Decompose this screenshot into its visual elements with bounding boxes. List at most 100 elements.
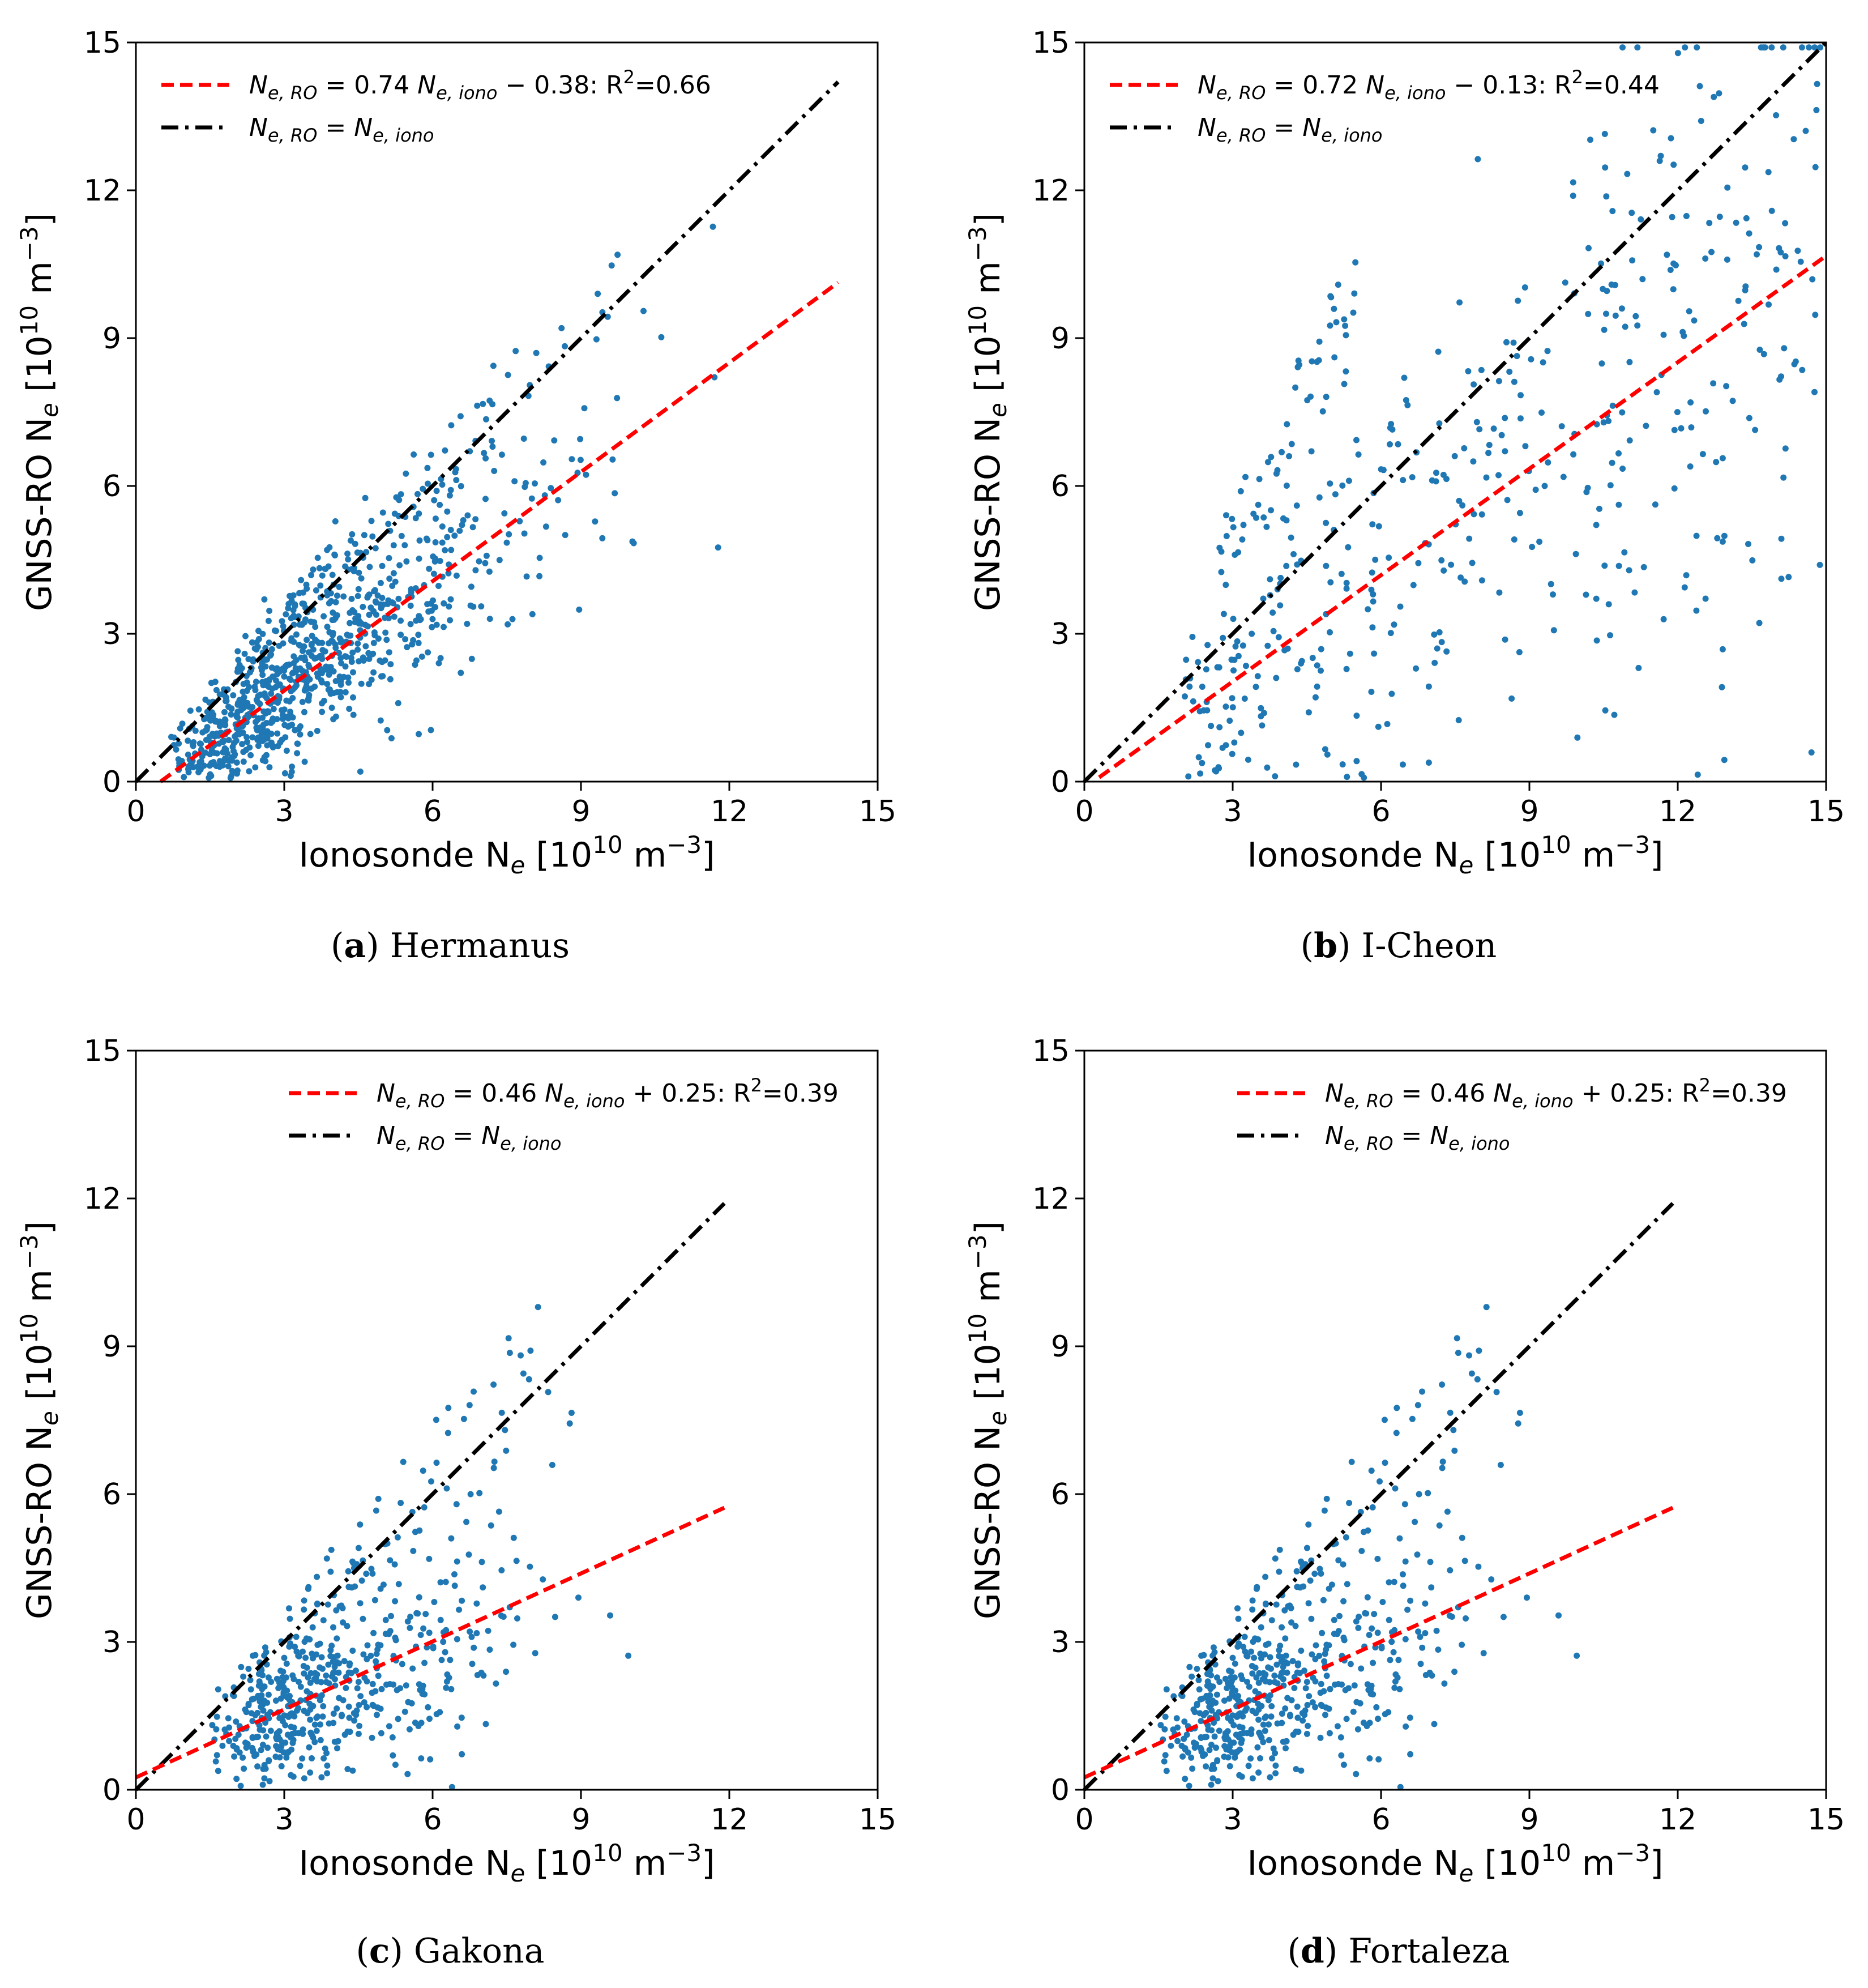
data-point xyxy=(1387,441,1393,447)
data-point xyxy=(1498,432,1505,438)
data-point xyxy=(273,1743,280,1750)
data-point xyxy=(287,722,293,729)
data-point xyxy=(1323,1646,1330,1653)
data-point xyxy=(1391,621,1397,628)
data-point xyxy=(1351,290,1358,297)
x-axis-label: Ionosonde Ne [1010 m−3] xyxy=(1247,831,1663,879)
data-point xyxy=(225,757,232,763)
data-point xyxy=(312,624,319,630)
data-point xyxy=(1711,93,1717,100)
data-point xyxy=(264,1744,271,1751)
data-point xyxy=(1309,1699,1316,1706)
data-point xyxy=(469,1661,476,1667)
data-point xyxy=(1407,1714,1413,1721)
data-point xyxy=(1503,339,1510,345)
data-point xyxy=(230,692,237,699)
data-point xyxy=(349,1767,356,1774)
data-point xyxy=(1240,1730,1247,1737)
data-point xyxy=(404,644,411,651)
x-tick-label: 0 xyxy=(1075,1803,1093,1837)
data-point xyxy=(324,624,331,630)
data-point xyxy=(1812,164,1819,170)
data-point xyxy=(472,516,479,523)
data-point xyxy=(250,658,257,665)
data-point xyxy=(1197,770,1204,777)
data-point xyxy=(1754,251,1760,258)
data-point xyxy=(520,436,527,442)
data-point xyxy=(1358,1547,1365,1554)
data-point xyxy=(223,746,229,753)
data-point xyxy=(1223,533,1230,539)
data-point xyxy=(1370,1691,1377,1697)
data-point xyxy=(385,521,392,527)
data-point xyxy=(1448,561,1455,568)
data-point xyxy=(1301,1667,1307,1674)
data-point xyxy=(1259,722,1266,729)
data-point xyxy=(1267,1774,1273,1781)
data-point xyxy=(1640,564,1647,570)
data-point xyxy=(1660,616,1667,622)
data-point xyxy=(711,374,718,381)
data-point xyxy=(1414,1402,1421,1409)
data-point xyxy=(1195,754,1202,761)
data-point xyxy=(451,1571,458,1578)
data-point xyxy=(349,1648,356,1654)
data-point xyxy=(1768,207,1775,214)
data-point xyxy=(1253,684,1259,690)
data-point xyxy=(1174,1738,1181,1744)
data-point xyxy=(287,1640,294,1647)
data-point xyxy=(190,739,197,745)
data-point xyxy=(298,654,305,661)
data-point xyxy=(1340,1561,1347,1568)
data-point xyxy=(1268,454,1275,460)
data-point xyxy=(1404,1606,1411,1613)
data-point xyxy=(456,1606,463,1613)
data-point xyxy=(625,1652,632,1659)
data-point xyxy=(433,621,440,628)
data-point xyxy=(319,647,326,654)
data-point xyxy=(420,1467,426,1474)
data-point xyxy=(1300,1583,1307,1590)
data-point xyxy=(614,395,621,402)
data-point xyxy=(1316,338,1323,345)
data-point xyxy=(192,727,199,734)
data-point xyxy=(1660,331,1667,338)
data-point xyxy=(1182,1746,1189,1753)
data-point xyxy=(282,663,289,669)
data-point xyxy=(346,706,353,712)
data-point xyxy=(322,566,329,572)
data-point xyxy=(415,1723,422,1729)
data-point xyxy=(347,537,354,544)
data-point xyxy=(345,632,352,639)
data-point xyxy=(542,523,549,530)
data-point xyxy=(1417,1633,1424,1640)
data-point xyxy=(454,1723,461,1730)
data-point xyxy=(480,1584,486,1591)
data-point xyxy=(430,1645,437,1652)
data-point xyxy=(319,709,326,715)
data-point xyxy=(1776,376,1783,383)
panel-caption: (b) I-Cheon xyxy=(1301,926,1497,966)
data-point xyxy=(1209,1697,1216,1704)
data-point xyxy=(371,588,378,595)
data-point xyxy=(1371,650,1378,657)
data-point xyxy=(1629,257,1636,264)
data-point xyxy=(1281,1738,1288,1745)
data-point xyxy=(369,1734,375,1741)
data-point xyxy=(1794,248,1801,254)
data-point xyxy=(236,697,243,703)
scatter-points xyxy=(168,223,721,781)
x-tick-label: 6 xyxy=(423,1803,442,1837)
data-point xyxy=(252,1652,259,1658)
data-point xyxy=(1760,351,1767,357)
data-point xyxy=(1710,380,1717,387)
data-point xyxy=(356,1722,363,1729)
data-point xyxy=(176,740,182,747)
data-point xyxy=(1615,450,1622,457)
data-point xyxy=(420,485,426,492)
data-point xyxy=(1317,1734,1324,1741)
data-point xyxy=(1409,474,1416,481)
data-point xyxy=(1514,353,1520,360)
